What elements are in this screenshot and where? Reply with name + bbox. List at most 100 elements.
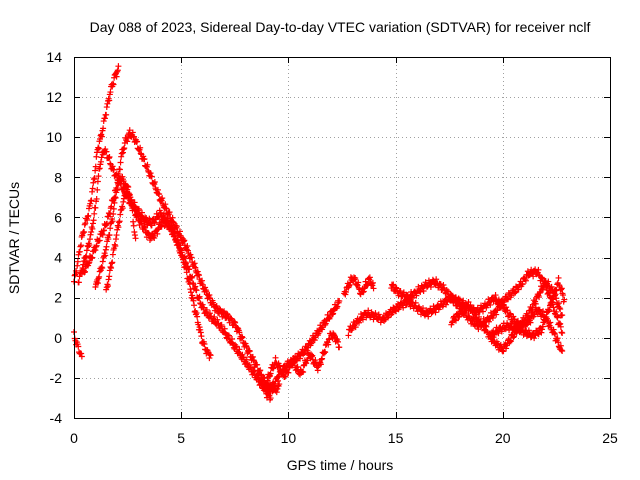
data-point [232,344,239,351]
data-point [530,301,537,308]
data-point [112,236,119,243]
data-point [176,228,183,235]
data-point [105,155,112,162]
data-point [113,232,120,239]
data-point [150,180,157,187]
data-point [433,276,440,283]
data-point [455,300,462,307]
data-point [130,222,137,229]
data-point [551,330,558,337]
data-point [236,329,243,336]
data-point [96,165,103,172]
series-arc-9 [341,274,377,298]
data-point [75,251,82,258]
data-point [485,318,492,325]
series-arc-13 [486,274,568,342]
data-point [480,320,487,327]
data-point [232,319,239,326]
data-point [121,145,128,152]
data-point [354,282,361,289]
data-point [355,279,362,286]
data-point [254,361,261,368]
data-point [322,320,329,327]
data-point [547,319,554,326]
data-point [184,247,191,254]
data-point [88,197,95,204]
data-point [135,206,142,213]
y-axis-label: SDTVAR / TECUs [6,182,22,294]
data-point [120,198,127,205]
data-point [109,163,116,170]
data-point [93,242,100,249]
data-point [535,266,542,273]
data-point [116,166,123,173]
data-point [507,338,514,345]
data-point [119,205,126,212]
data-point [495,340,502,347]
data-point [285,369,292,376]
data-point [81,229,88,236]
data-point [86,242,93,249]
data-point [557,306,564,313]
data-point [129,129,136,136]
data-point [243,342,250,349]
data-point [239,334,246,341]
data-point [361,285,368,292]
data-point [420,288,427,295]
data-point [452,317,459,324]
data-point [325,336,332,343]
data-point [106,273,113,280]
data-point [180,238,187,245]
data-point [91,175,98,182]
data-point [410,294,417,301]
data-point [130,218,137,225]
data-point [131,232,138,239]
data-point [507,310,514,317]
x-tick-label: 20 [495,430,511,446]
data-point [336,297,343,304]
data-point [206,292,213,299]
data-point [114,179,121,186]
data-point [195,271,202,278]
data-point [557,342,564,349]
data-point [106,153,113,160]
data-point [534,269,541,276]
data-point [147,170,154,177]
data-point [556,304,563,311]
data-point [157,196,164,203]
data-point [93,149,100,156]
data-point [78,350,85,357]
data-point [348,326,355,333]
data-point [454,300,461,307]
data-point [460,297,467,304]
data-point [510,313,517,320]
data-point [515,286,522,293]
data-point [500,348,507,355]
data-point [154,230,161,237]
data-point [553,313,560,320]
data-point [193,309,200,316]
data-point [193,287,200,294]
data-point [525,327,532,334]
data-point [558,286,565,293]
data-point [74,262,81,269]
data-point [555,274,562,281]
data-point [325,341,332,348]
data-point [365,275,372,282]
data-point [309,352,316,359]
data-point [545,278,552,285]
data-point [214,316,221,323]
data-point [112,194,119,201]
plot-frame [74,57,611,419]
data-point [92,283,99,290]
data-point [413,292,420,299]
data-point [116,219,123,226]
data-point [225,332,232,339]
data-point [229,335,236,342]
data-point [326,335,333,342]
data-point [211,313,218,320]
data-point [74,258,81,265]
data-point [243,344,250,351]
data-point [511,321,518,328]
data-point [444,289,451,296]
